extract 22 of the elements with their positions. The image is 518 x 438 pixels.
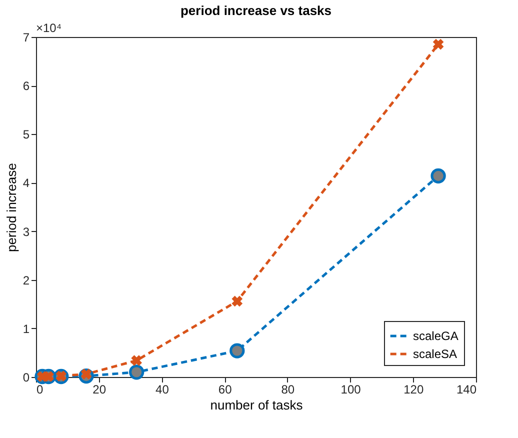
y-axis-title: period increase	[4, 163, 19, 252]
text: ×10⁴	[36, 21, 62, 35]
x-tick-label: 100	[340, 382, 362, 396]
y-tick-label: 5	[22, 128, 30, 142]
x-tick-label: 60	[218, 382, 232, 396]
x-tick-label: 80	[281, 382, 295, 396]
legend-label: scaleGA	[413, 329, 458, 343]
y-tick-label: 1	[22, 322, 30, 336]
y-tick-label: 6	[22, 79, 30, 94]
y-tick-label: 4	[22, 176, 30, 190]
legend-label: scaleSA	[413, 347, 458, 361]
x-tick-label: 140	[456, 382, 477, 396]
chart-title: period increase vs tasks	[180, 3, 332, 18]
x-axis-title: number of tasks	[210, 398, 304, 412]
y-tick-label: 3	[22, 224, 30, 239]
x-tick-label: 0	[36, 382, 44, 396]
x-tick-label: 120	[404, 382, 424, 396]
y-tick-label: 2	[22, 273, 30, 288]
y-tick-label: 0	[22, 370, 30, 384]
x-tick-label: 40	[156, 382, 170, 396]
x-tick-label: 20	[92, 382, 106, 396]
y-tick-label: 7	[22, 30, 30, 44]
